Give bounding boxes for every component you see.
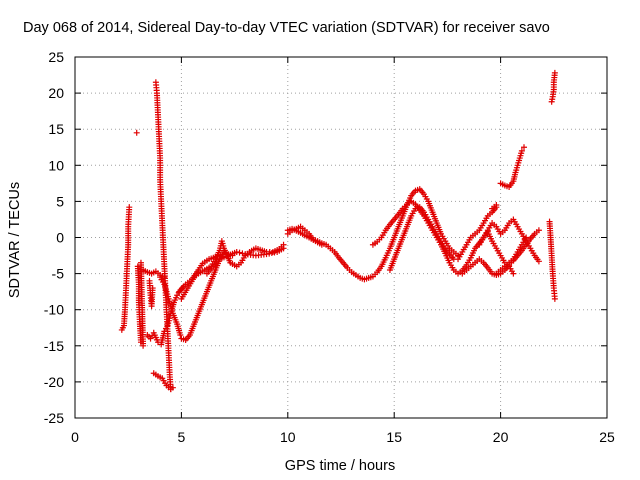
data-point xyxy=(535,227,542,234)
y-tick-label: 5 xyxy=(56,193,64,209)
data-point xyxy=(169,384,176,391)
data-point xyxy=(236,249,243,256)
data-point xyxy=(280,245,287,252)
data-point xyxy=(126,204,133,211)
y-tick-label: 10 xyxy=(48,157,64,173)
data-point xyxy=(149,285,156,292)
y-axis-label: SDTVAR / TECUs xyxy=(7,182,23,298)
data-point xyxy=(551,69,558,76)
y-tick-label: -10 xyxy=(44,302,64,318)
data-point xyxy=(523,234,530,241)
x-tick-label: 25 xyxy=(599,429,615,445)
data-point xyxy=(233,248,240,255)
x-tick-label: 0 xyxy=(71,429,79,445)
chart-title: Day 068 of 2014, Sidereal Day-to-day VTE… xyxy=(23,20,550,36)
x-tick-labels: 0 5 10 15 20 25 xyxy=(71,429,615,445)
x-tick-label: 20 xyxy=(493,429,509,445)
data-point xyxy=(318,241,325,248)
y-tick-label: -5 xyxy=(52,266,65,282)
y-tick-labels: -25 -20 -15 -10 -5 0 5 10 15 20 25 xyxy=(44,49,64,426)
x-tick-label: 15 xyxy=(386,429,402,445)
data-point xyxy=(518,147,525,154)
data-point xyxy=(493,202,500,209)
data-point xyxy=(535,258,542,265)
data-point xyxy=(177,331,184,338)
y-tick-label: 15 xyxy=(48,121,64,137)
data-point xyxy=(239,250,246,257)
y-tick-label: -15 xyxy=(44,338,64,354)
y-tick-label: 20 xyxy=(48,85,64,101)
data-points xyxy=(118,69,558,393)
data-point xyxy=(133,129,140,136)
y-tick-label: -25 xyxy=(44,410,64,426)
y-tick-label: -20 xyxy=(44,374,64,390)
y-tick-label: 25 xyxy=(48,49,64,65)
data-point xyxy=(521,144,528,151)
y-tick-label: 0 xyxy=(56,230,64,246)
plot-frame xyxy=(74,56,608,419)
x-tick-label: 5 xyxy=(178,429,186,445)
data-point xyxy=(551,295,558,302)
data-point xyxy=(137,259,144,266)
x-tick-label: 10 xyxy=(280,429,296,445)
x-axis-label: GPS time / hours xyxy=(285,458,395,474)
data-point xyxy=(510,270,517,277)
